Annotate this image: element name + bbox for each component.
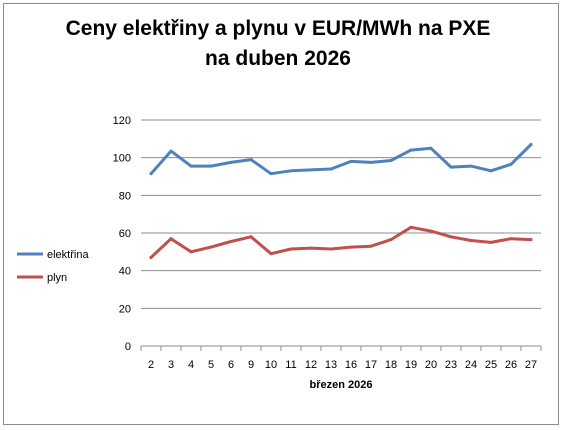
data-point-plyn-9 xyxy=(249,235,253,239)
y-tick-label-80: 80 xyxy=(119,190,131,202)
x-tick-label-17: 17 xyxy=(365,359,377,371)
y-tick-label-0: 0 xyxy=(125,341,131,353)
data-point-plyn-27 xyxy=(529,238,533,242)
data-point-plyn-6 xyxy=(229,239,233,243)
data-point-plyn-19 xyxy=(409,225,413,229)
x-tick-label-24: 24 xyxy=(465,359,477,371)
data-point-plyn-10 xyxy=(269,252,273,256)
data-point-plyn-18 xyxy=(389,238,393,242)
data-point-plyn-4 xyxy=(189,250,193,254)
data-point-elektřina-12 xyxy=(309,168,313,172)
data-point-plyn-12 xyxy=(309,246,313,250)
chart-frame xyxy=(3,3,559,425)
data-point-plyn-17 xyxy=(369,244,373,248)
data-point-elektřina-3 xyxy=(169,149,173,153)
data-point-elektřina-9 xyxy=(249,158,253,162)
data-point-plyn-2 xyxy=(149,255,153,259)
series-line-plyn xyxy=(149,225,533,259)
data-point-elektřina-17 xyxy=(369,160,373,164)
x-tick-label-18: 18 xyxy=(385,359,397,371)
legend-label-plyn: plyn xyxy=(47,272,67,284)
data-point-elektřina-25 xyxy=(489,169,493,173)
x-tick-label-25: 25 xyxy=(485,359,497,371)
y-tick-label-20: 20 xyxy=(119,303,131,315)
data-point-plyn-16 xyxy=(349,245,353,249)
data-point-elektřina-23 xyxy=(449,165,453,169)
x-tick-label-4: 4 xyxy=(188,359,194,371)
data-point-elektřina-10 xyxy=(269,172,273,176)
chart-title-line-1: Ceny elektřiny a plynu v EUR/MWh na PXE xyxy=(65,17,491,40)
data-point-elektřina-2 xyxy=(149,172,153,176)
data-point-plyn-24 xyxy=(469,239,473,243)
data-point-plyn-3 xyxy=(169,237,173,241)
data-point-elektřina-16 xyxy=(349,159,353,163)
y-tick-label-40: 40 xyxy=(119,266,131,278)
x-tick-label-9: 9 xyxy=(248,359,254,371)
data-point-elektřina-20 xyxy=(429,146,433,150)
series-line-elektřina xyxy=(149,143,533,176)
x-tick-label-6: 6 xyxy=(228,359,234,371)
data-point-elektřina-18 xyxy=(389,158,393,162)
data-point-plyn-26 xyxy=(509,237,513,241)
x-tick-label-2: 2 xyxy=(148,359,154,371)
x-axis-title: březen 2026 xyxy=(310,379,373,391)
x-tick-label-26: 26 xyxy=(505,359,517,371)
x-tick-label-19: 19 xyxy=(405,359,417,371)
data-point-plyn-23 xyxy=(449,235,453,239)
data-point-plyn-13 xyxy=(329,247,333,251)
data-point-elektřina-13 xyxy=(329,167,333,171)
data-point-elektřina-4 xyxy=(189,164,193,168)
data-point-plyn-5 xyxy=(209,245,213,249)
y-tick-label-120: 120 xyxy=(113,115,131,127)
legend-label-elektřina: elektřina xyxy=(47,249,89,261)
data-point-plyn-25 xyxy=(489,240,493,244)
chart-title: Ceny elektřiny a plynu v EUR/MWh na PXE … xyxy=(0,14,556,74)
data-point-elektřina-27 xyxy=(529,142,533,146)
data-point-elektřina-26 xyxy=(509,162,513,166)
x-tick-label-27: 27 xyxy=(525,359,537,371)
x-tick-label-12: 12 xyxy=(305,359,317,371)
data-point-elektřina-6 xyxy=(229,160,233,164)
x-tick-label-10: 10 xyxy=(265,359,277,371)
chart-title-line-2: na duben 2026 xyxy=(205,47,351,70)
x-tick-label-23: 23 xyxy=(445,359,457,371)
x-tick-label-11: 11 xyxy=(285,359,296,371)
data-point-plyn-11 xyxy=(289,247,293,251)
data-point-elektřina-19 xyxy=(409,148,413,152)
data-point-elektřina-24 xyxy=(469,164,473,168)
x-tick-label-16: 16 xyxy=(345,359,357,371)
x-tick-label-3: 3 xyxy=(168,359,174,371)
x-tick-label-20: 20 xyxy=(425,359,437,371)
x-tick-label-13: 13 xyxy=(325,359,337,371)
data-point-elektřina-11 xyxy=(289,169,293,173)
data-point-plyn-20 xyxy=(429,229,433,233)
x-tick-label-5: 5 xyxy=(208,359,214,371)
data-point-elektřina-5 xyxy=(209,164,213,168)
y-tick-label-60: 60 xyxy=(119,228,131,240)
y-tick-label-100: 100 xyxy=(113,153,131,165)
